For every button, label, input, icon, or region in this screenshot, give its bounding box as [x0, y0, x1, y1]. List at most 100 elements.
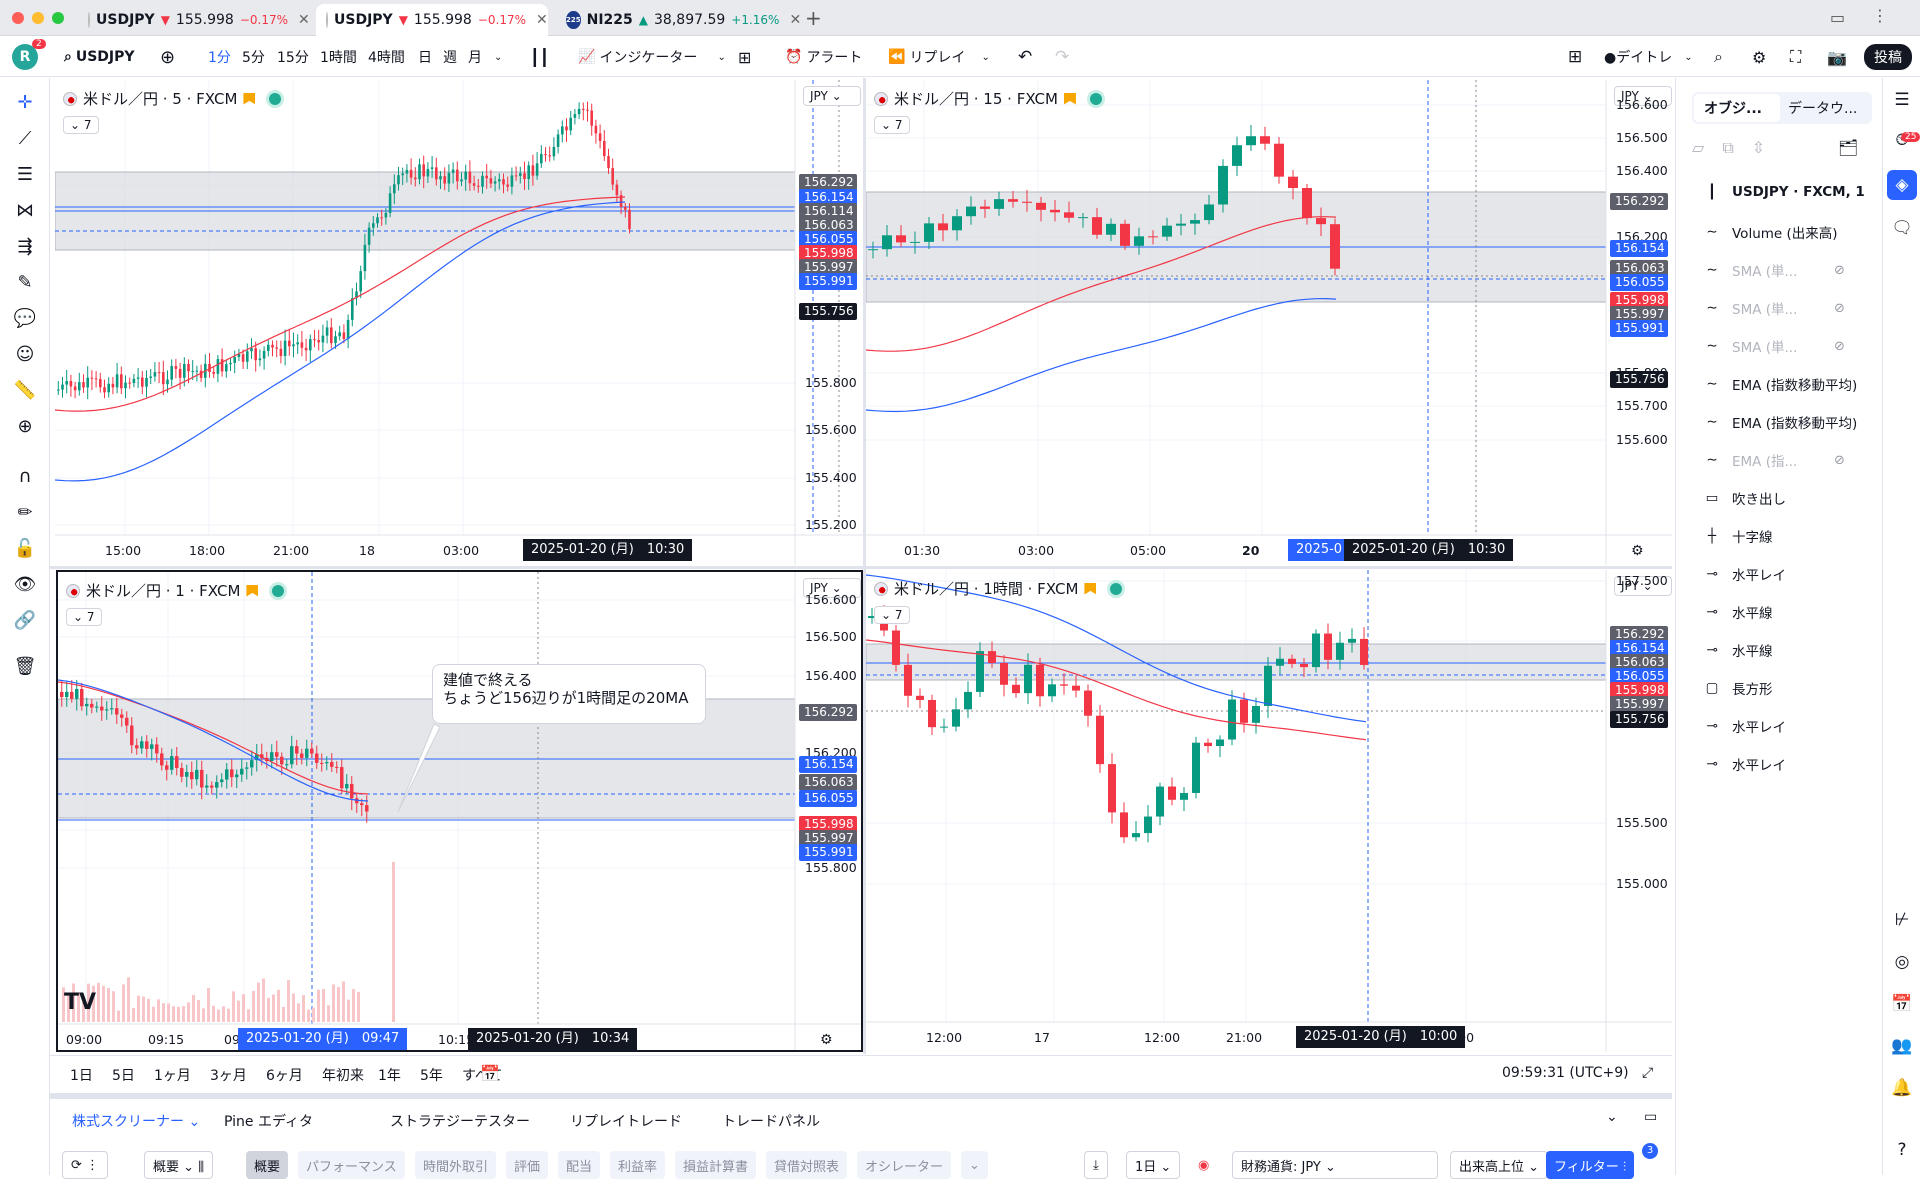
chart-canvas[interactable] — [55, 80, 863, 565]
currency-selector[interactable]: JPY ⌄ — [803, 578, 861, 598]
overview-selector[interactable]: 概要 ⌄ ⫼ — [144, 1151, 214, 1179]
maximize-panel-icon[interactable]: ▭ — [1644, 1109, 1658, 1125]
chart-legend[interactable]: 米ドル／円 · 15 · FXCM — [874, 88, 1102, 109]
range-button[interactable]: 6ヶ月 — [266, 1068, 303, 1084]
currency-selector[interactable]: JPY ⌄ — [1614, 576, 1672, 596]
hidden-eye-icon[interactable]: ⊘ — [1834, 300, 1845, 316]
hidden-eye-icon[interactable]: ⊘ — [1834, 452, 1845, 468]
callout-note[interactable]: 建値で終える ちょうど156辺りが1時間足の20MA — [432, 664, 706, 724]
help-icon[interactable]: ? — [1897, 1140, 1907, 1160]
chart-canvas[interactable] — [866, 80, 1672, 565]
hidden-eye-icon[interactable]: ⊘ — [1834, 262, 1845, 278]
text-callout-icon[interactable]: 💬 — [13, 307, 37, 329]
screener-column-tab[interactable]: 利益率 — [610, 1151, 666, 1179]
screener-column-tab[interactable]: 時間外取引 — [415, 1151, 497, 1179]
eye-icon[interactable]: 👁 — [13, 573, 37, 595]
crosshair-icon[interactable]: ✛ — [17, 91, 33, 113]
tab-data-window[interactable]: データウ... — [1788, 101, 1858, 117]
pane-splitter-horizontal[interactable] — [50, 566, 1672, 569]
watchlist-icon[interactable]: ☰ — [1894, 90, 1910, 110]
screener-column-tab[interactable]: 損益計算書 — [675, 1151, 757, 1179]
brush-icon[interactable]: ✎ — [17, 271, 33, 293]
sort-select[interactable]: 出来高上位 ⌄ — [1450, 1151, 1549, 1179]
bottom-tab[interactable]: リプレイトレード — [570, 1114, 682, 1130]
community-icon[interactable]: 👥 — [1891, 1036, 1913, 1056]
bottom-tab[interactable]: Pine エディタ — [224, 1114, 313, 1130]
object-item[interactable]: ∼ SMA (単... ⊘ — [1702, 336, 1845, 356]
interval-day[interactable]: 日 — [418, 50, 432, 66]
fullscreen-icon[interactable]: ⛶ — [1790, 47, 1802, 66]
link-icon[interactable]: 🔗 — [13, 609, 37, 631]
close-tab-icon[interactable]: ✕ — [298, 12, 310, 28]
pine-chart-icon[interactable]: ⊬ — [1894, 910, 1910, 930]
collapse-indicators-button[interactable]: ⌄ 7 — [66, 608, 102, 626]
object-item[interactable]: ∼ SMA (単... ⊘ — [1702, 260, 1845, 280]
layers-icon[interactable]: ⇳ — [1751, 138, 1784, 157]
interval-1h[interactable]: 1時間 — [320, 50, 357, 66]
range-button[interactable]: すべて — [462, 1068, 503, 1084]
bookmark-flag-icon[interactable] — [1084, 582, 1097, 595]
chart-pane-1m[interactable]: 米ドル／円 · 1 · FXCM ⌄ 7 JPY ⌄ 156.600 156.500 15… — [56, 570, 863, 1052]
collapse-indicators-button[interactable]: ⌄ 7 — [874, 606, 910, 624]
range-button[interactable]: 年初来 — [322, 1068, 364, 1084]
add-symbol-icon[interactable]: ⊕ — [160, 46, 176, 68]
screener-column-tab[interactable]: パフォーマンス — [298, 1151, 405, 1179]
more-menu-icon[interactable]: ⋮ — [1872, 6, 1888, 25]
collapse-indicators-button[interactable]: ⌄ 7 — [874, 116, 910, 134]
candle-type-icon[interactable]: ┃┃ — [530, 47, 550, 67]
quick-search-icon[interactable]: ⌕ — [1714, 47, 1723, 66]
trend-line-icon[interactable]: ⟋ — [18, 127, 32, 149]
object-item[interactable]: ∼ SMA (単... ⊘ — [1702, 298, 1845, 318]
range-button[interactable]: 1ヶ月 — [154, 1068, 191, 1084]
interval-select[interactable]: 1日 ⌄ — [1126, 1151, 1181, 1179]
filter-button[interactable]: フィルター ⫶ — [1546, 1151, 1635, 1179]
chart-legend[interactable]: 米ドル／円 · 1 · FXCM — [66, 580, 285, 601]
object-item[interactable]: ⊸ 水平線 — [1702, 640, 1772, 660]
pattern-icon[interactable]: ⋈ — [16, 199, 34, 221]
chart-legend[interactable]: 米ドル／円 · 5 · FXCM — [63, 88, 282, 109]
bookmark-flag-icon[interactable] — [1063, 92, 1076, 105]
fib-retracement-icon[interactable]: ☰ — [16, 163, 34, 185]
expand-icon[interactable]: ⤢ — [1642, 1065, 1654, 1081]
indicators-button[interactable]: 📈 インジケーター ⌄ — [578, 45, 726, 69]
symbol-search[interactable]: ⌕ USDJPY — [64, 45, 135, 69]
interval-5m[interactable]: 5分 — [242, 50, 265, 66]
user-avatar[interactable]: R 2 — [12, 39, 46, 70]
lock-icon[interactable]: 🔓 — [13, 537, 37, 559]
prediction-icon[interactable]: ⇶ — [17, 235, 33, 257]
emoji-icon[interactable]: ☺ — [15, 343, 35, 365]
notifications-bell-icon[interactable]: 🔔 — [1891, 1078, 1913, 1098]
object-item[interactable]: ┃ USDJPY · FXCM, 1 — [1702, 184, 1865, 200]
chart-canvas[interactable] — [866, 570, 1672, 1052]
object-item[interactable]: ┼ 十字線 — [1702, 526, 1773, 546]
replay-button[interactable]: ⏪ リプレイ ⌄ — [888, 45, 990, 69]
close-window-icon[interactable] — [12, 12, 24, 24]
screener-column-tab[interactable]: 概要 — [246, 1151, 289, 1179]
copy-icon[interactable]: ⧉ — [1722, 138, 1752, 157]
tab-ni225[interactable]: 225 NI225 ▲ 38,897.59 +1.16% ✕ — [556, 4, 801, 36]
currency-selector[interactable]: JPY ⌄ — [1614, 86, 1672, 106]
screener-column-tab[interactable]: 配当 — [558, 1151, 601, 1179]
tab-object-tree[interactable]: オブジ... — [1694, 94, 1780, 122]
redo-icon[interactable]: ↷ — [1055, 47, 1070, 67]
object-item[interactable]: ∼ EMA (指数移動平均) — [1702, 374, 1857, 394]
magnet-icon[interactable]: ∩ — [18, 465, 32, 487]
bottom-tab[interactable]: ストラテジーテスター — [390, 1114, 530, 1130]
new-tab-icon[interactable]: + — [805, 6, 822, 30]
currency-selector[interactable]: JPY ⌄ — [803, 86, 861, 106]
trash-icon[interactable]: 🗑 — [13, 655, 37, 677]
settings-gear-icon[interactable]: ⚙ — [1752, 47, 1767, 67]
object-item[interactable]: ⊸ 水平レイ — [1702, 564, 1786, 584]
screener-column-tab[interactable]: オシレーター — [857, 1151, 952, 1179]
bookmark-flag-icon[interactable] — [243, 92, 256, 105]
layout-grid-icon[interactable]: ⊞ — [1568, 47, 1583, 67]
chart-canvas[interactable] — [58, 572, 861, 1050]
object-item[interactable]: ∼ EMA (指数移動平均) — [1702, 412, 1857, 432]
undo-icon[interactable]: ↶ — [1018, 47, 1033, 67]
delete-folder-icon[interactable]: 🗂 — [1838, 138, 1859, 157]
chart-settings-gear-icon[interactable]: ⚙ — [1631, 543, 1644, 559]
interval-4h[interactable]: 4時間 — [368, 50, 405, 66]
close-tab-icon[interactable]: ✕ — [789, 12, 802, 28]
